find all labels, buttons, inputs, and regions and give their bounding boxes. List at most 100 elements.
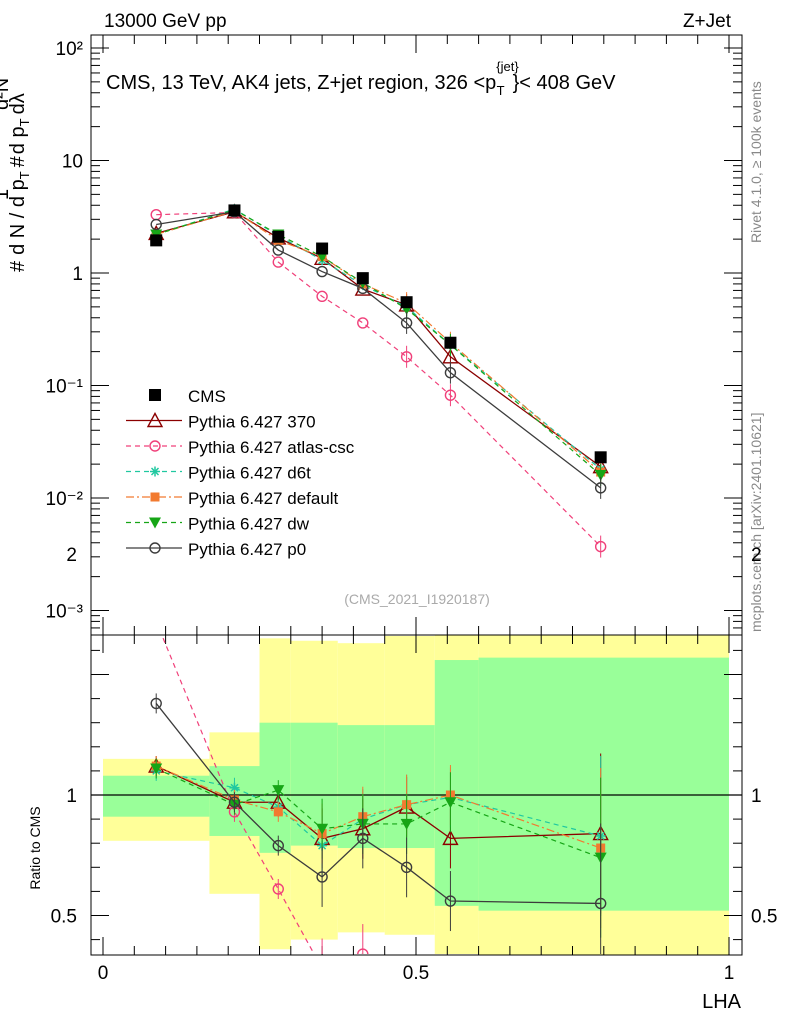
ratio-point-dw (272, 785, 285, 797)
legend-label-cms: CMS (188, 387, 226, 406)
ratio-point-p0 (357, 832, 369, 845)
x-tick-label: 0.5 (403, 963, 429, 984)
point-atlas (272, 256, 284, 268)
ratio-line-dw (155, 767, 601, 859)
point-p0 (316, 265, 328, 278)
star-stroke (150, 467, 160, 476)
data-point (594, 451, 607, 464)
point-atlas (444, 389, 457, 401)
point-atlas (316, 290, 328, 303)
ratio-point-default (273, 807, 283, 817)
legend-marker-atlas (149, 440, 161, 452)
ratio-y-tick-label: 2 (66, 545, 77, 566)
legend-label-d6t: Pythia 6.427 d6t (188, 464, 311, 483)
ratio-point-atlas (357, 948, 369, 954)
ratio-point-dw (150, 763, 163, 775)
data-point (316, 242, 329, 255)
legend-marker-cms (149, 389, 161, 401)
legend: CMS Pythia 6.427 370 Pythia 6.427 atlas-cs… (126, 387, 355, 559)
point-atlas (594, 540, 607, 553)
x-axis-label: LHA (702, 991, 742, 1013)
svg-text:1: 1 (0, 189, 13, 200)
legend-marker-p370 (146, 412, 164, 428)
main-y-axis-label: #d N / d pT#d pTdλ 1 d²N (0, 78, 32, 272)
legend-marker-p0 (149, 542, 161, 554)
band-inner (434, 660, 479, 906)
data-point (228, 204, 241, 217)
ratio-point-p0 (272, 839, 284, 852)
legend-label-dw: Pythia 6.427 dw (188, 515, 310, 534)
plot-title: CMS, 13 TeV, AK4 jets, Z+jet region, 326… (106, 59, 616, 98)
ratio-y-tick-label: 1 (66, 786, 77, 807)
ratio-point-p0 (594, 897, 607, 910)
svg-text:#d N / d pT#d pTdλ: #d N / d pT#d pTdλ (7, 93, 32, 272)
series-line-dw (156, 209, 602, 476)
point-p0 (150, 218, 162, 231)
x-tick-label: 0 (98, 963, 109, 984)
point-p0 (594, 482, 607, 494)
ratio-y-axis-label: Ratio to CMS (27, 806, 43, 889)
star-stroke (230, 783, 239, 792)
data-point (150, 234, 163, 247)
ratio-point-p0 (150, 697, 162, 710)
svg-text:d²N: d²N (0, 78, 13, 110)
ratio-point-atlas (151, 616, 161, 626)
axes-ticks: 10⁻³ 10⁻² 10⁻¹ 1 10 10² 0.5 0.5 1 1 2 2 0 0.5 1 (46, 35, 777, 984)
ratio-point-dw (316, 823, 329, 835)
ratio-point-atlas (272, 883, 284, 895)
ratio-line-p0 (155, 703, 601, 905)
y-tick-label: 10⁻² (46, 489, 84, 510)
point-atlas (357, 317, 369, 329)
data-point (356, 272, 369, 285)
series-line-p0 (156, 211, 602, 489)
rivet-label: Rivet 4.1.0, ≥ 100k events (748, 81, 764, 243)
point-p0 (444, 366, 457, 379)
legend-label-default: Pythia 6.427 default (188, 489, 339, 508)
process-label: Z+Jet (683, 11, 732, 32)
ratio-point-p0 (400, 861, 413, 873)
y-tick-label: 1 (72, 264, 83, 285)
main-series (148, 203, 609, 558)
ratio-y-tick-label: 0.5 (51, 907, 77, 928)
ratio-y-tick-label-right: 0.5 (751, 907, 777, 928)
ratio-point-p0 (228, 796, 241, 808)
series-line-default (156, 210, 602, 473)
ratio-point-p0 (316, 871, 328, 883)
band-inner (337, 725, 385, 849)
ratio-point-atlas (317, 964, 327, 974)
y-tick-label: 10⁻³ (46, 602, 84, 623)
data-point (444, 336, 457, 349)
legend-marker-default (150, 492, 160, 502)
point-p0 (272, 244, 284, 256)
ratio-line-d6t (156, 770, 601, 847)
ratio-point-dw (444, 797, 457, 809)
band-inner (103, 775, 210, 817)
point-p0 (400, 317, 413, 329)
legend-marker-d6t (150, 466, 160, 477)
legend-label-p370: Pythia 6.427 370 (188, 413, 316, 432)
band-inner (478, 657, 729, 911)
x-tick-label: 1 (724, 963, 735, 984)
energy-label: 13000 GeV pp (104, 11, 227, 32)
series-line-p370 (156, 211, 602, 468)
data-point (400, 296, 413, 309)
point-atlas (400, 351, 413, 363)
series-line-atlas (156, 211, 602, 547)
ratio-point-p0 (444, 895, 457, 907)
ratio-y-tick-label-right: 2 (751, 545, 762, 566)
analysis-id: (CMS_2021_I1920187) (344, 591, 490, 607)
y-tick-label: 10² (56, 39, 83, 60)
y-tick-label: 10 (62, 152, 83, 173)
band-inner (384, 725, 435, 849)
data-point (272, 230, 285, 243)
ratio-point-dw (400, 818, 413, 830)
ratio-series (148, 616, 609, 974)
y-tick-label: 10⁻¹ (46, 377, 84, 398)
ratio-y-tick-label-right: 1 (751, 786, 762, 807)
legend-marker-dw (149, 517, 161, 529)
legend-label-atlas: Pythia 6.427 atlas-csc (188, 438, 355, 457)
ratio-point-p370 (442, 829, 459, 846)
ratio-line-atlas (161, 636, 363, 954)
point-dw (594, 470, 607, 482)
